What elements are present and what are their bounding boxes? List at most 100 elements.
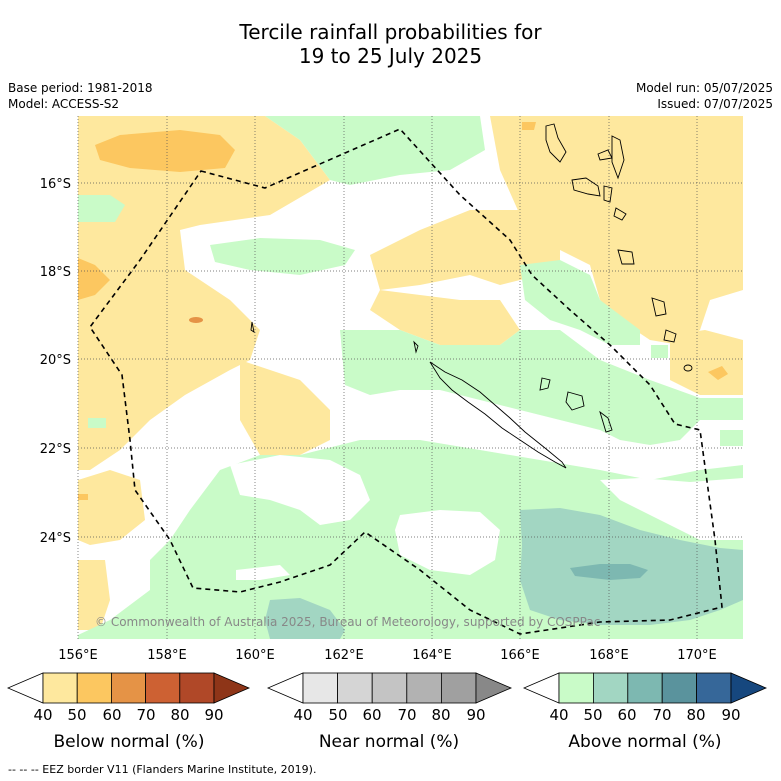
colorbar-upper-extension (213, 672, 251, 704)
above-tick: 80 (686, 706, 705, 724)
lat-label-22s: 22°S (40, 442, 71, 457)
above-tick: 40 (549, 706, 568, 724)
above-normal-region (210, 238, 355, 275)
loyalty-island (599, 410, 613, 433)
below-normal-region (78, 116, 330, 470)
below-normal-region (78, 560, 110, 630)
colorbar-upper-extension (730, 672, 768, 704)
vanuatu-island (571, 177, 601, 197)
no-signal-region (600, 478, 743, 540)
below-normal-region (78, 470, 145, 545)
above-normal-colorbar (522, 672, 768, 704)
near-tick: 60 (362, 706, 381, 724)
near-normal-colorbar (266, 672, 513, 704)
lon-label-158e: 158°E (147, 648, 187, 663)
vanuatu-island (603, 185, 613, 203)
near-tick: 40 (293, 706, 312, 724)
below-tick: 80 (170, 706, 189, 724)
no-signal-region (395, 510, 500, 575)
map-title-line1: Tercile rainfall probabilities for (239, 20, 542, 44)
colorbar-segment (593, 672, 629, 704)
above-normal-region (78, 195, 125, 222)
above-tick: 60 (617, 706, 636, 724)
above-normal-region (88, 418, 106, 428)
near-tick: 70 (397, 706, 416, 724)
above-normal-50-region (265, 598, 345, 639)
below-normal-region (370, 210, 560, 290)
below-normal-60-region (95, 130, 235, 172)
model-run-text: Model run: 05/07/2025 (635, 81, 773, 95)
colorbar-segment (42, 672, 78, 704)
above-tick: 70 (652, 706, 671, 724)
probability-map (78, 116, 743, 639)
lon-label-164e: 164°E (412, 648, 452, 663)
lon-label-166e: 166°E (500, 648, 540, 663)
lon-label-160e: 160°E (235, 648, 275, 663)
colorbar-upper-extension (475, 672, 513, 704)
loyalty-island (565, 391, 585, 411)
above-normal-region (265, 116, 485, 185)
below-normal-70-spot (189, 317, 203, 323)
below-normal-region (490, 116, 743, 345)
lat-label-20s: 20°S (40, 353, 71, 368)
near-tick: 50 (328, 706, 347, 724)
eez-border (89, 128, 723, 635)
copyright-text: © Commonwealth of Australia 2025, Bureau… (95, 615, 600, 629)
eez-border-footnote: -- -- -- EEZ border V11 (Flanders Marine… (8, 763, 317, 776)
vanuatu-island (617, 249, 635, 265)
colorbar-segment (627, 672, 663, 704)
below-normal-label: Below normal (%) (54, 732, 205, 752)
below-normal-region (370, 290, 520, 345)
above-normal-region (340, 330, 743, 445)
no-signal-region (230, 455, 370, 525)
no-signal-region (236, 565, 290, 580)
lon-label-168e: 168°E (589, 648, 629, 663)
below-normal-60-region (708, 366, 728, 380)
colorbar-segment (111, 672, 147, 704)
vanuatu-island (683, 364, 693, 372)
lon-label-170e: 170°E (677, 648, 717, 663)
above-tick: 90 (721, 706, 740, 724)
near-tick: 90 (466, 706, 485, 724)
vanuatu-island (613, 207, 627, 221)
colorbar-segment (696, 672, 732, 704)
vanuatu-island (651, 297, 667, 317)
colorbar-segment (440, 672, 477, 704)
below-normal-60-region (522, 122, 536, 130)
above-normal-label: Above normal (%) (568, 732, 721, 752)
below-tick: 70 (136, 706, 155, 724)
below-tick: 40 (33, 706, 52, 724)
near-tick: 80 (431, 706, 450, 724)
new-caledonia-island (429, 361, 567, 469)
below-tick: 90 (204, 706, 223, 724)
above-normal-region (520, 260, 640, 345)
below-normal-colorbar (6, 672, 251, 704)
island (413, 340, 419, 354)
below-normal-region (240, 360, 330, 455)
vanuatu-island (611, 135, 625, 180)
colorbar-segment (76, 672, 112, 704)
map-title-line2: 19 to 25 July 2025 (298, 44, 483, 68)
colorbar-segment (302, 672, 338, 704)
colorbar-segment (337, 672, 373, 704)
vanuatu-island (545, 123, 567, 163)
issued-text: Issued: 07/07/2025 (657, 97, 773, 111)
colorbar-segment (406, 672, 442, 704)
colorbar-lower-extension (522, 672, 560, 704)
island (250, 321, 255, 333)
loyalty-island (539, 377, 551, 391)
colorbar-lower-extension (6, 672, 44, 704)
lat-label-18s: 18°S (40, 265, 71, 280)
above-normal-region (651, 345, 668, 358)
colorbar-segment (371, 672, 408, 704)
colorbar-segment (661, 672, 698, 704)
lon-label-162e: 162°E (324, 648, 364, 663)
colorbar-lower-extension (266, 672, 304, 704)
lat-label-16s: 16°S (40, 177, 71, 192)
above-normal-region (720, 430, 743, 446)
base-period-text: Base period: 1981-2018 (8, 81, 153, 95)
below-tick: 50 (67, 706, 86, 724)
below-normal-region (670, 330, 743, 395)
above-tick: 50 (583, 706, 602, 724)
